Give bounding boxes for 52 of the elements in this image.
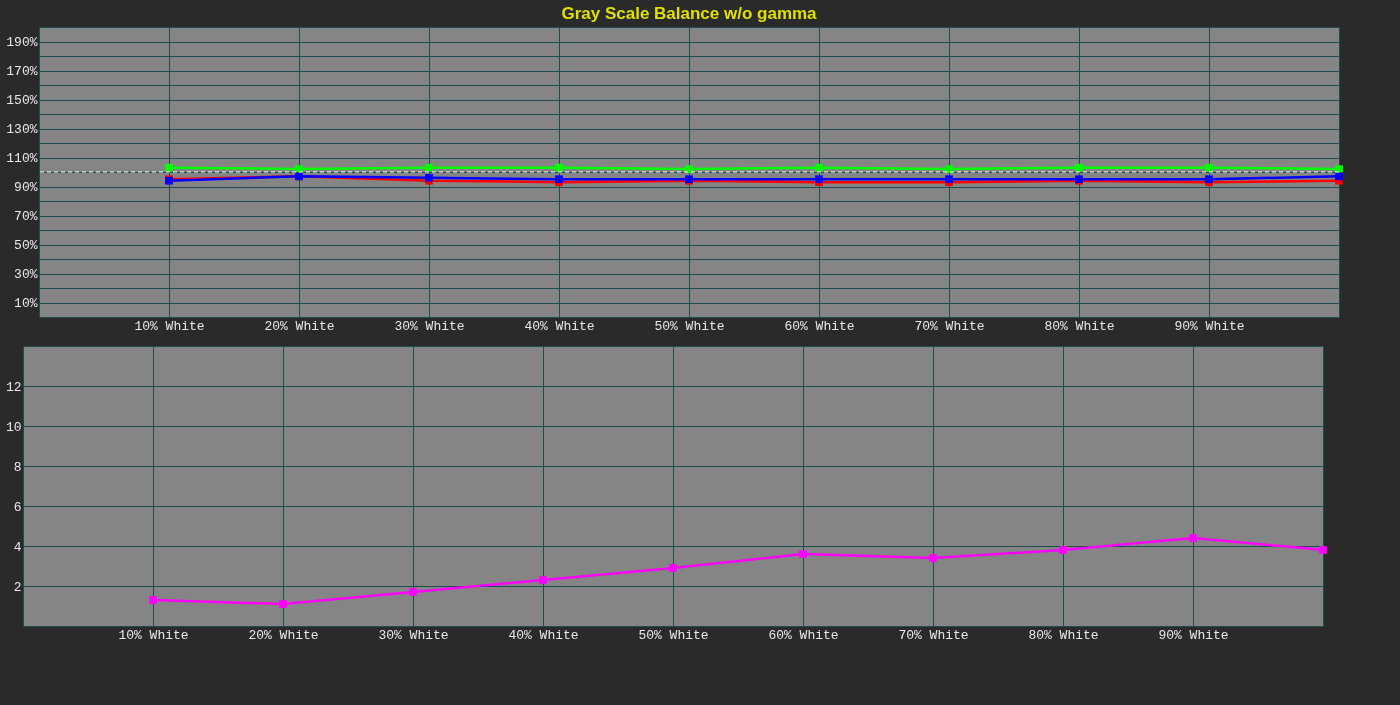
x-tick-label: 90% White bbox=[1174, 318, 1245, 334]
point bbox=[555, 163, 563, 172]
point bbox=[815, 163, 823, 172]
point bbox=[1335, 172, 1343, 181]
point bbox=[165, 163, 173, 172]
point bbox=[539, 576, 547, 584]
y-tick-label: 10 bbox=[5, 419, 22, 435]
chart-title: Gray Scale Balance w/o gamma bbox=[561, 4, 818, 23]
x-tick-label: 10% White bbox=[118, 627, 189, 643]
x-tick-label: 20% White bbox=[264, 318, 335, 334]
y-tick-label: 8 bbox=[13, 459, 22, 475]
y-tick-label: 130% bbox=[6, 122, 38, 137]
y-tick-label: 170% bbox=[6, 64, 38, 79]
x-tick-label: 90% White bbox=[1158, 627, 1229, 643]
y-tick-label: 50% bbox=[14, 238, 38, 253]
point bbox=[279, 600, 287, 608]
point bbox=[425, 163, 433, 172]
y-tick-label: 12 bbox=[5, 379, 22, 395]
y-tick-label: 110% bbox=[6, 151, 38, 166]
x-tick-label: 80% White bbox=[1044, 318, 1115, 334]
x-tick-label: 20% White bbox=[248, 627, 319, 643]
y-tick-label: 10% bbox=[14, 296, 38, 311]
point bbox=[929, 554, 937, 562]
point bbox=[1075, 163, 1083, 172]
y-tick-label: 190% bbox=[6, 35, 38, 50]
x-tick-label: 30% White bbox=[378, 627, 449, 643]
y-tick-label: 6 bbox=[13, 499, 22, 515]
point bbox=[1189, 534, 1197, 542]
x-tick-label: 60% White bbox=[784, 318, 855, 334]
x-tick-label: 70% White bbox=[914, 318, 985, 334]
x-tick-label: 10% White bbox=[134, 318, 205, 334]
point bbox=[1205, 163, 1213, 172]
x-tick-label: 30% White bbox=[394, 318, 465, 334]
x-tick-label: 50% White bbox=[654, 318, 725, 334]
x-tick-label: 40% White bbox=[508, 627, 579, 643]
y-tick-label: 4 bbox=[13, 539, 22, 555]
point bbox=[1059, 546, 1067, 554]
y-tick-label: 2 bbox=[13, 579, 22, 595]
y-tick-label: 90% bbox=[14, 180, 38, 195]
x-tick-label: 60% White bbox=[768, 627, 839, 643]
x-tick-label: 40% White bbox=[524, 318, 595, 334]
x-tick-label: 70% White bbox=[898, 627, 969, 643]
point bbox=[669, 564, 677, 572]
y-tick-label: 150% bbox=[6, 93, 38, 108]
x-tick-label: 80% White bbox=[1028, 627, 1099, 643]
y-tick-label: 70% bbox=[14, 209, 38, 224]
y-tick-label: 30% bbox=[14, 267, 38, 282]
point bbox=[799, 550, 807, 558]
point bbox=[1319, 546, 1327, 554]
point bbox=[149, 596, 157, 604]
x-tick-label: 50% White bbox=[638, 627, 709, 643]
point bbox=[409, 588, 417, 596]
